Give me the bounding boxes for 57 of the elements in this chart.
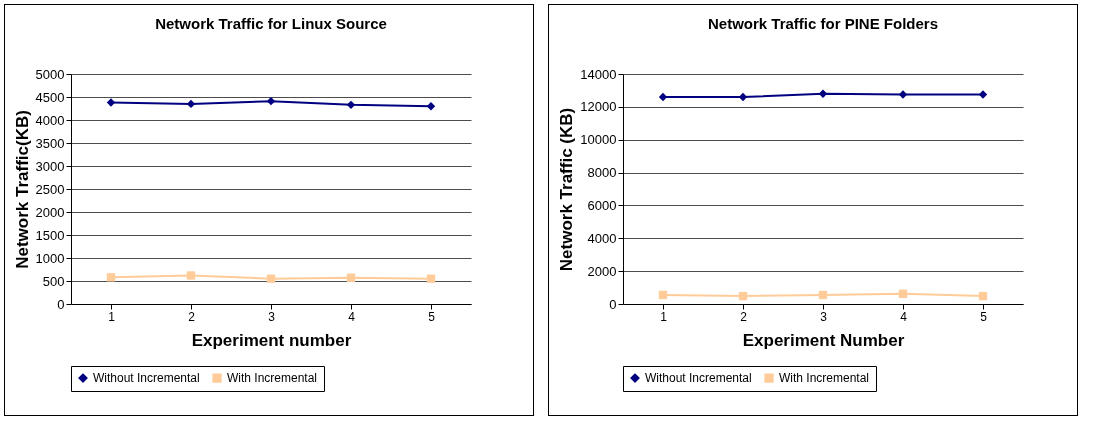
chart-title: Network Traffic for PINE Folders [707, 15, 939, 32]
y-tick-label: 12000 [580, 99, 617, 115]
x-tick-label: 4 [348, 309, 356, 324]
point [106, 273, 116, 282]
point [898, 289, 908, 298]
y-tick-label: 4500 [35, 89, 65, 105]
point [898, 90, 908, 99]
point [186, 99, 196, 109]
point [978, 291, 988, 301]
x-tick-label: 1 [660, 309, 668, 324]
x-axis-title: Experiment Number [742, 330, 905, 350]
y-tick-label: 3500 [35, 135, 65, 151]
y-tick-label: 2000 [587, 263, 617, 279]
legend-label: With Incremental [779, 371, 870, 386]
point [738, 291, 748, 301]
point [818, 290, 828, 300]
y-axis-title: Network Traffic (KB) [557, 107, 577, 272]
legend-label: With Incremental [227, 371, 318, 386]
x-tick-label: 5 [980, 309, 988, 324]
legend-label: Without Incremental [645, 371, 752, 386]
point [426, 274, 436, 283]
y-axis-title: Network Traffic(KB) [12, 110, 32, 269]
y-tick-label: 0 [609, 296, 617, 312]
point [266, 274, 276, 283]
x-tick-label: 4 [900, 309, 908, 324]
point [266, 96, 276, 106]
y-tick-label: 8000 [587, 165, 617, 181]
y-tick-label: 6000 [587, 197, 617, 213]
point [106, 98, 116, 107]
x-tick-label: 3 [820, 309, 828, 324]
y-tick-label: 2500 [35, 181, 65, 197]
point [346, 100, 356, 109]
point [426, 102, 436, 111]
point [186, 271, 196, 280]
y-tick-label: 5000 [35, 66, 65, 82]
x-tick-label: 2 [188, 309, 196, 324]
legend-label: Without Incremental [93, 371, 200, 386]
y-tick-label: 4000 [35, 112, 65, 128]
point [978, 90, 988, 99]
x-axis-title: Experiment number [191, 330, 352, 350]
y-tick-label: 1500 [35, 227, 65, 243]
y-tick-label: 1000 [35, 250, 65, 266]
y-tick-label: 10000 [580, 132, 617, 148]
y-tick-label: 3000 [35, 158, 65, 174]
y-tick-label: 2000 [35, 204, 65, 220]
y-tick-label: 0 [57, 296, 65, 312]
y-tick-label: 4000 [587, 230, 617, 246]
y-tick-label: 500 [42, 273, 65, 289]
point [658, 290, 668, 300]
y-tick-label: 14000 [580, 66, 617, 82]
chart-title: Network Traffic for Linux Source [155, 15, 387, 32]
x-tick-label: 1 [108, 309, 116, 324]
x-tick-label: 5 [428, 309, 436, 324]
point [346, 273, 356, 282]
x-tick-label: 3 [268, 309, 276, 324]
point [818, 89, 828, 98]
x-tick-label: 2 [740, 309, 748, 324]
